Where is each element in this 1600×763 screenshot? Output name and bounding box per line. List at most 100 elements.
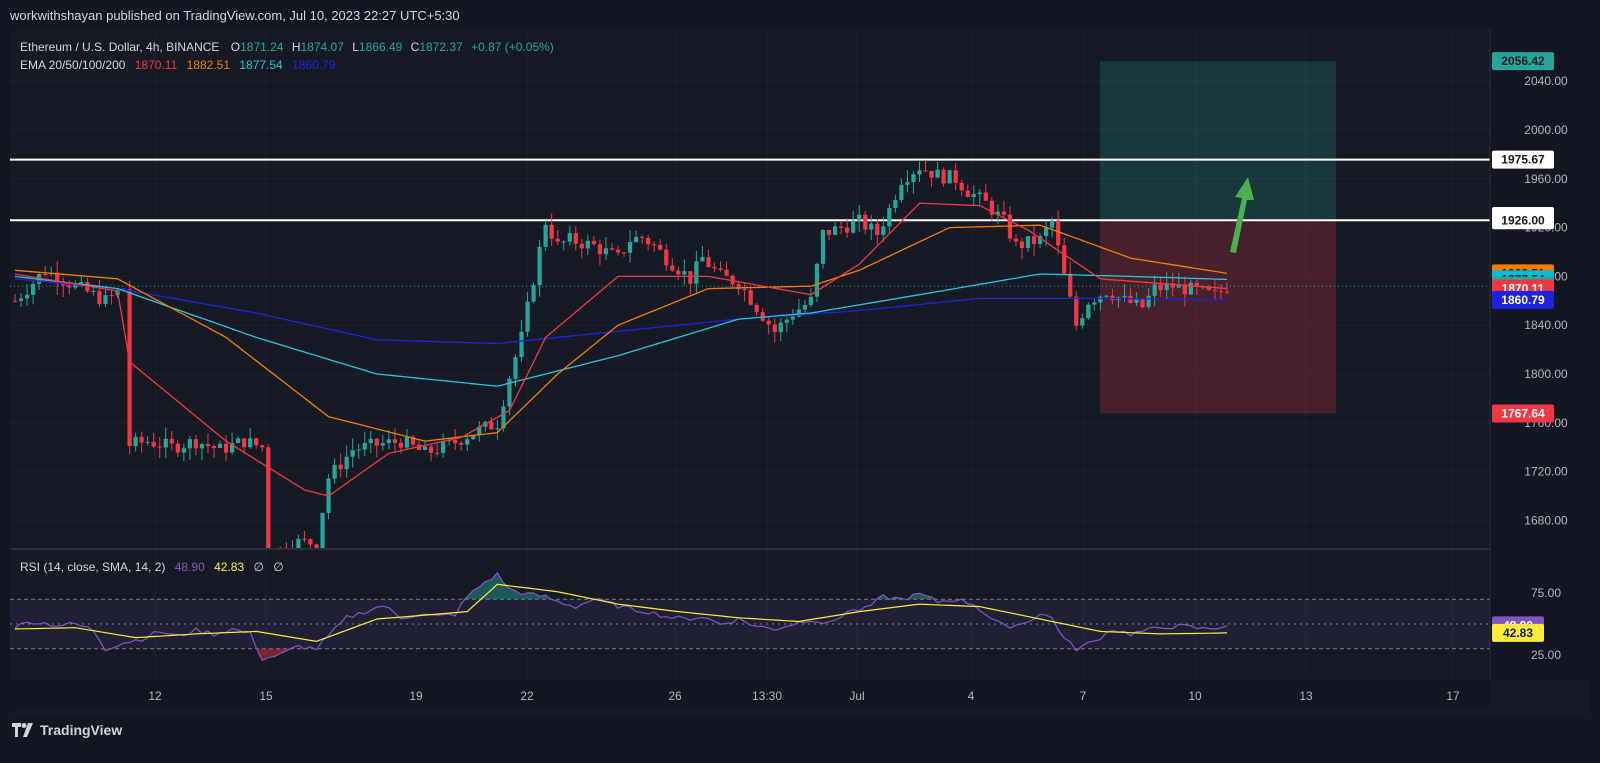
candle[interactable] [537,239,542,297]
candle[interactable] [917,161,922,183]
candle[interactable] [790,309,795,325]
candle[interactable] [1050,216,1055,238]
candle[interactable] [881,216,886,242]
candle[interactable] [302,531,307,543]
candle[interactable] [869,215,874,241]
candle[interactable] [368,431,373,454]
candle[interactable] [404,428,410,450]
candle[interactable] [459,440,464,451]
candle[interactable] [838,220,844,235]
candle[interactable] [555,230,560,246]
candle[interactable] [30,280,36,305]
candle[interactable] [826,229,832,241]
candle[interactable] [567,225,572,246]
candle[interactable] [1080,313,1085,329]
candle[interactable] [579,238,584,259]
candle[interactable] [887,203,892,235]
candle[interactable] [314,543,319,551]
candle[interactable] [989,196,994,221]
candle[interactable] [585,234,590,255]
candle[interactable] [766,316,771,335]
candle[interactable] [1074,291,1079,331]
candle[interactable] [718,261,723,272]
candle[interactable] [863,210,868,235]
candle[interactable] [754,302,759,317]
rsi-label[interactable]: RSI (14, close, SMA, 14, 2) [20,560,165,574]
candle[interactable] [1062,238,1067,275]
candle[interactable] [163,427,168,459]
candle[interactable] [742,282,747,302]
candle[interactable] [935,161,940,178]
ema200-line[interactable] [14,278,1227,345]
candle[interactable] [1212,280,1218,301]
candle[interactable] [893,194,898,213]
candle[interactable] [688,271,693,294]
candle[interactable] [615,245,621,256]
candle[interactable] [1037,233,1043,249]
candle[interactable] [1086,302,1091,320]
candle[interactable] [983,183,988,201]
candle[interactable] [1218,284,1224,300]
candle[interactable] [465,434,470,451]
candle[interactable] [356,443,361,459]
candle[interactable] [296,534,301,561]
candle[interactable] [543,220,548,251]
candle[interactable] [410,434,416,448]
candle[interactable] [133,432,138,452]
candle[interactable] [905,170,910,193]
candle[interactable] [814,262,820,303]
candle[interactable] [284,542,289,557]
candle[interactable] [694,250,699,293]
candle[interactable] [350,438,355,468]
candle[interactable] [724,261,729,276]
candle[interactable] [778,318,783,341]
candle[interactable] [700,245,705,262]
candle[interactable] [875,219,880,245]
candle[interactable] [392,428,398,452]
candle[interactable] [91,286,96,296]
candle[interactable] [187,435,192,460]
tradingview-brand[interactable]: TradingView [12,722,122,738]
candle[interactable] [1122,284,1127,303]
candle[interactable] [609,242,615,251]
candle[interactable] [851,211,856,234]
candle[interactable] [977,188,982,205]
candle[interactable] [139,431,144,453]
candle[interactable] [477,421,482,442]
candle[interactable] [832,222,838,236]
candle[interactable] [748,285,753,306]
candle[interactable] [242,438,247,454]
candle[interactable] [103,289,108,307]
candle[interactable] [1031,226,1037,257]
candle[interactable] [808,288,814,308]
candle[interactable] [43,265,48,277]
candle[interactable] [929,170,934,187]
candle[interactable] [820,229,826,269]
candle[interactable] [380,435,385,451]
candle[interactable] [760,308,765,322]
candle[interactable] [211,444,217,458]
candle[interactable] [157,437,162,458]
candle[interactable] [260,444,265,452]
candle[interactable] [1194,279,1199,295]
candle[interactable] [1158,276,1163,297]
candle[interactable] [181,443,186,462]
candle[interactable] [802,299,808,313]
candle[interactable] [24,284,30,306]
candle[interactable] [1068,261,1073,298]
candle[interactable] [573,226,578,251]
candle[interactable] [217,440,223,449]
candle[interactable] [290,540,294,557]
candle[interactable] [561,239,566,251]
candle[interactable] [236,436,241,444]
candle[interactable] [434,443,440,457]
candle[interactable] [489,417,494,430]
candle[interactable] [845,218,850,238]
candle[interactable] [633,230,639,243]
candle[interactable] [49,266,54,277]
candle[interactable] [1182,276,1187,307]
candle[interactable] [495,419,500,440]
ema100-line[interactable] [14,273,1228,387]
candle[interactable] [441,433,446,458]
